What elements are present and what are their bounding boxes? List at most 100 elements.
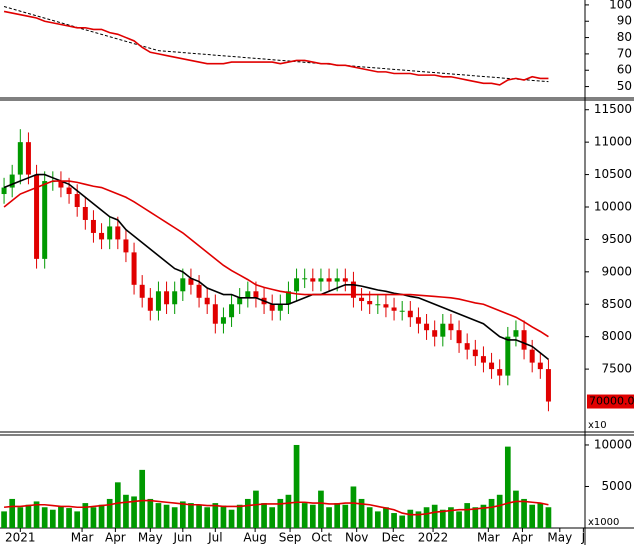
y-tick-label: 90 [617, 14, 632, 28]
x-tick-label: Aug [243, 531, 266, 545]
scale-label: x1000 [588, 517, 619, 528]
last-price-box [587, 394, 634, 409]
volume-bar [358, 498, 365, 528]
candle-body [229, 304, 235, 318]
y-tick-label: 8000 [601, 329, 632, 343]
volume-bar [504, 446, 511, 528]
volume-bar [464, 503, 471, 528]
y-tick-label: 11500 [594, 102, 632, 116]
candle-body [74, 194, 80, 207]
candle-body [180, 278, 186, 292]
candle-body [196, 284, 202, 298]
candle-body [188, 278, 194, 285]
candle-body [25, 142, 31, 175]
y-tick-label: 70 [617, 46, 632, 60]
volume-bar [17, 507, 24, 528]
volume-bar [253, 490, 259, 528]
volume-bar [179, 501, 186, 528]
volume-bar [391, 513, 397, 528]
volume-bar [513, 490, 519, 528]
candle-body [367, 301, 373, 305]
volume-bar [415, 511, 422, 528]
y-tick-label: 5000 [601, 479, 632, 493]
volume-bar [41, 507, 48, 528]
x-tick-label: May [547, 531, 572, 545]
volume-bar [123, 494, 129, 528]
volume-bar [439, 509, 446, 528]
volume-bar [188, 503, 194, 528]
candle-body [220, 317, 226, 324]
volume-bar [228, 509, 235, 528]
volume-bar [309, 504, 316, 528]
volume-bar [334, 503, 341, 528]
candle-body [155, 291, 161, 311]
volume-bar [98, 504, 105, 528]
candle-body [456, 330, 462, 344]
volume-bar [521, 498, 527, 528]
volume-bar [204, 507, 211, 528]
y-tick-label: 50 [617, 79, 632, 93]
x-tick-label: Oct [311, 531, 332, 545]
volume-bar [66, 508, 72, 528]
candle-body [294, 278, 300, 292]
volume-bar [342, 504, 349, 528]
candle-body [342, 278, 348, 282]
volume-bar [171, 507, 178, 528]
volume-bar [350, 486, 357, 528]
volume-bar [318, 490, 324, 528]
volume-bar [448, 507, 454, 528]
volume-bar [366, 507, 373, 528]
volume-bar [456, 511, 462, 528]
candle-body [131, 252, 137, 285]
volume-bar [383, 507, 389, 528]
ma-line [3, 499, 549, 516]
x-tick-label: Dec [382, 531, 405, 545]
candle-body [350, 281, 356, 298]
volume-bar [261, 503, 267, 528]
candle-body [9, 174, 15, 188]
volume-bar [496, 494, 503, 528]
ma-line [3, 173, 549, 361]
volume-bar [301, 503, 308, 528]
volume-bar [488, 498, 495, 528]
volume-bar [472, 507, 479, 528]
volume-bar [545, 507, 552, 528]
candle-body [391, 307, 397, 311]
x-tick-label: Apr [512, 531, 533, 545]
candle-body [424, 323, 430, 331]
volume-bar [196, 504, 202, 528]
candle-body [147, 297, 153, 311]
candle-body [302, 278, 308, 280]
ma-line [3, 180, 549, 338]
y-tick-label: 10000 [594, 437, 632, 451]
volume-bar [244, 498, 251, 528]
candle-body [204, 297, 210, 305]
candle-body [440, 323, 446, 337]
y-tick-label: 100 [609, 0, 632, 11]
volume-bar [139, 469, 146, 528]
x-tick-label: Mar [71, 531, 94, 545]
volume-bar [431, 504, 438, 528]
x-tick-label: Jul [207, 531, 222, 545]
volume-bar [537, 503, 544, 528]
candle-body [497, 369, 503, 376]
y-tick-label: 7500 [601, 362, 632, 376]
candle-body [489, 362, 495, 370]
volume-bar [407, 509, 414, 528]
candle-body [464, 343, 470, 350]
volume-bar [74, 511, 81, 528]
candle-body [480, 356, 486, 363]
candle-body [107, 226, 113, 240]
last-price-label: 70000.00 [589, 395, 634, 408]
candle-body [164, 291, 170, 305]
y-tick-label: 11000 [594, 135, 632, 149]
volume-bar [106, 498, 113, 528]
x-tick-label: Sep [279, 531, 302, 545]
x-tick-label: May [138, 531, 163, 545]
candle-body [17, 142, 23, 175]
volume-bar [374, 511, 381, 528]
volume-bar [399, 515, 406, 528]
y-tick-label: 10500 [594, 167, 632, 181]
scale-label: x10 [588, 420, 607, 431]
